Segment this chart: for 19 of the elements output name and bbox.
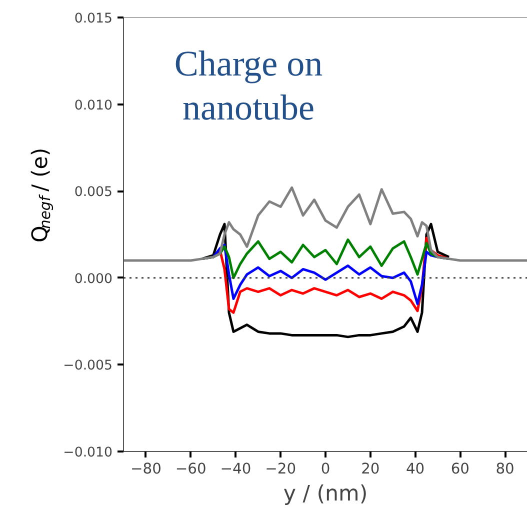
x-tick-label: −80 xyxy=(130,460,162,478)
y-tick-label: −0.005 xyxy=(63,358,113,374)
y-tick-label: −0.010 xyxy=(63,446,113,460)
x-tick-label: 60 xyxy=(450,460,470,478)
line-series xyxy=(124,186,527,262)
x-tick-label: 20 xyxy=(361,460,380,478)
y-tick-label: 0.015 xyxy=(74,12,112,26)
annotation: Charge on nanotube xyxy=(174,44,323,128)
x-tick-label: 0 xyxy=(320,460,330,478)
x-tick-label: −20 xyxy=(265,460,296,478)
x-axis-title: y / (nm) xyxy=(283,482,368,506)
y-axis-title: Qnegf / (e) xyxy=(28,148,54,242)
x-tick-label: 40 xyxy=(406,460,425,478)
y-tick-label: 0.005 xyxy=(74,185,112,200)
x-tick-label: −40 xyxy=(220,460,252,478)
y-tick-label: 0.010 xyxy=(74,98,112,114)
y-tick-label: 0.000 xyxy=(74,272,112,287)
x-tick-label: 80 xyxy=(496,460,514,478)
x-tick-label: −60 xyxy=(175,460,206,478)
